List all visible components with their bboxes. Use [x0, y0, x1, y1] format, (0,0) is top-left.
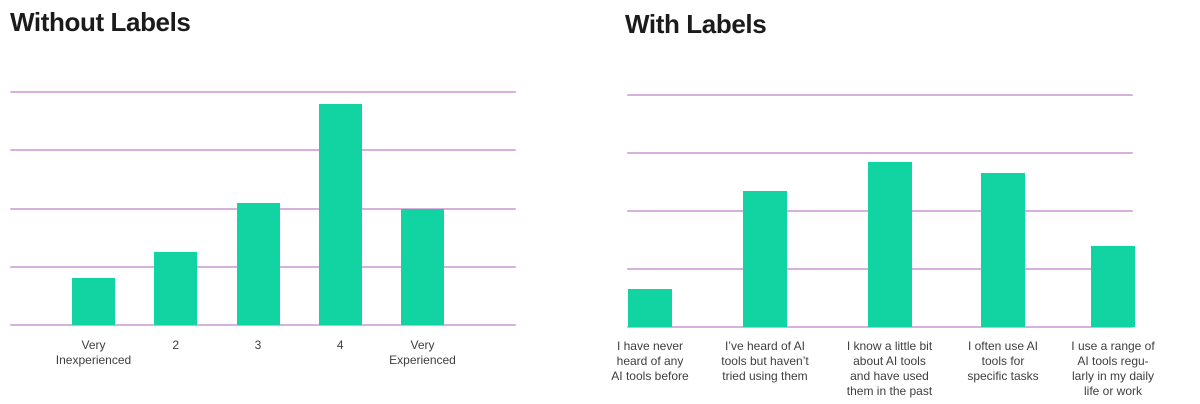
gridline — [627, 94, 1133, 96]
plot-area-without-labels — [10, 91, 516, 326]
gridline — [10, 91, 516, 93]
bar-4 — [318, 103, 362, 325]
bar-5 — [401, 208, 444, 325]
bar-2 — [743, 190, 787, 327]
x-axis-label: I’ve heard of AI tools but haven’t tried… — [721, 339, 809, 383]
x-axis-label: I have never heard of any AI tools befor… — [611, 339, 689, 383]
bar-1 — [628, 289, 672, 327]
x-axis-label: I use a range of AI tools regu- larly in… — [1071, 339, 1155, 398]
chart-title-without-labels: Without Labels — [10, 7, 191, 37]
chart-title-with-labels: With Labels — [625, 9, 767, 39]
x-axis-label: I often use AI tools for specific tasks — [967, 339, 1039, 383]
bar-3 — [236, 202, 280, 325]
x-axis-labels-without-labels: Very Inexperienced 2 3 4 Very Experienced — [10, 338, 516, 400]
bar-2 — [154, 252, 198, 325]
x-axis-label: Very Inexperienced — [55, 338, 132, 367]
x-axis-label: 2 — [172, 338, 180, 352]
x-axis-label: 4 — [336, 338, 344, 352]
gridline — [10, 149, 516, 152]
bar-4 — [981, 173, 1025, 327]
baseline — [627, 326, 1133, 328]
x-axis-labels-with-labels: I have never heard of any AI tools befor… — [611, 339, 1154, 401]
x-axis-label: Very Experienced — [389, 338, 456, 367]
baseline — [10, 324, 516, 326]
plot-area-with-labels — [627, 94, 1135, 328]
x-axis-label: I know a little bit about AI tools and h… — [846, 339, 933, 398]
gridline — [627, 152, 1133, 154]
x-axis-label: 3 — [254, 338, 262, 352]
bar-3 — [867, 161, 912, 327]
bar-5 — [1091, 245, 1135, 327]
bar-1 — [72, 278, 115, 325]
